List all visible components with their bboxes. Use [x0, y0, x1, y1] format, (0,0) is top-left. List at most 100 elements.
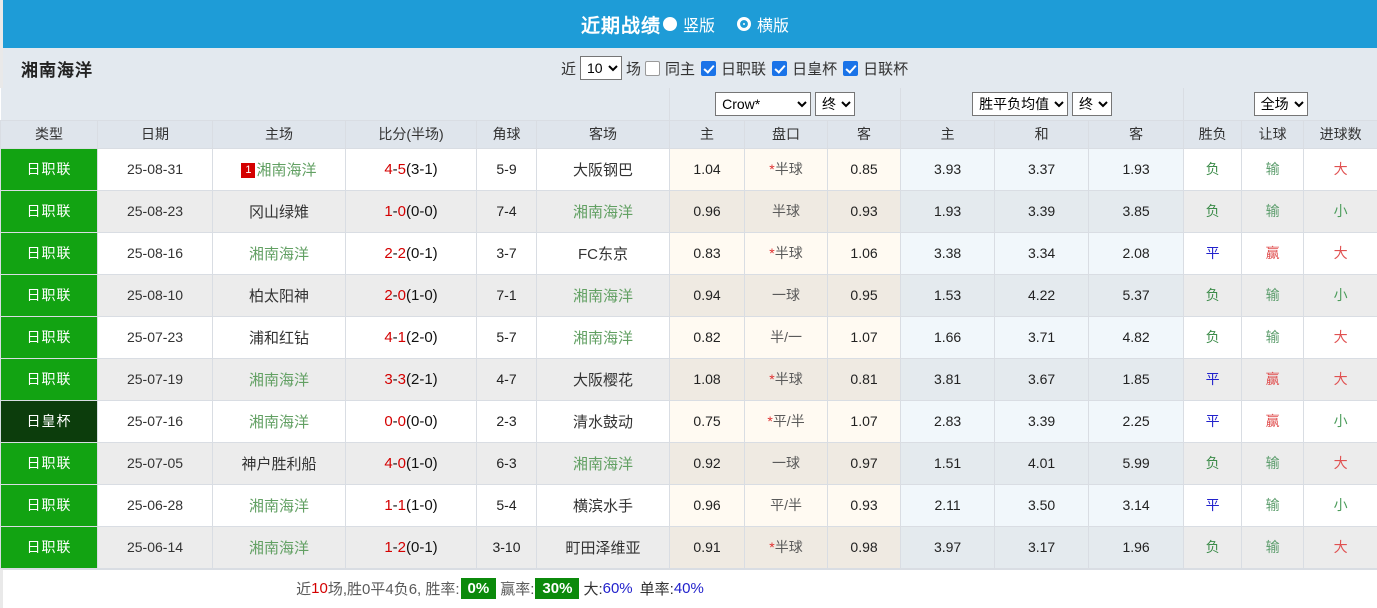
corner-score: 4-7 — [496, 371, 516, 387]
cell-date: 25-07-16 — [98, 400, 213, 442]
cell-asia-away: 0.81 — [828, 358, 901, 400]
recent-results-table: Crow*Bet365Interwetten 初终 胜平负均值Bet365威廉希… — [0, 88, 1377, 569]
cell-score[interactable]: 1-2(0-1) — [346, 526, 477, 568]
col-score[interactable]: 比分(半场) — [346, 120, 477, 148]
cell-type: 日职联 — [1, 148, 98, 190]
col-asia-home[interactable]: 主 — [670, 120, 745, 148]
cell-result-goals: 大 — [1304, 232, 1377, 274]
cell-away-team[interactable]: 町田泽维亚 — [537, 526, 670, 568]
cell-away-team[interactable]: 大阪樱花 — [537, 358, 670, 400]
euro-type-select[interactable]: 胜平负均值Bet365威廉希尔 — [972, 92, 1068, 116]
euro-home-odd: 3.81 — [934, 371, 961, 387]
match-count-select[interactable]: 610203050 — [580, 56, 622, 80]
cell-away-team[interactable]: 湘南海洋 — [537, 274, 670, 316]
home-team-name: 湘南海洋 — [249, 246, 309, 263]
cell-home-team[interactable]: 浦和红钻 — [213, 316, 346, 358]
col-home[interactable]: 主场 — [213, 120, 346, 148]
euro-home-odd: 1.93 — [934, 203, 961, 219]
handicap-value: 半球 — [772, 203, 800, 219]
col-handicapres[interactable]: 让球 — [1242, 120, 1304, 148]
col-away[interactable]: 客场 — [537, 120, 670, 148]
euro-home-odd: 1.53 — [934, 287, 961, 303]
cell-euro-home: 2.83 — [901, 400, 995, 442]
cell-date: 25-08-31 — [98, 148, 213, 190]
cell-away-team[interactable]: 清水鼓动 — [537, 400, 670, 442]
radio-vertical-label: 竖版 — [683, 12, 715, 36]
page-title: 近期战绩 — [581, 11, 661, 38]
col-euro-draw[interactable]: 和 — [995, 120, 1089, 148]
col-euro-home[interactable]: 主 — [901, 120, 995, 148]
bookmaker-select[interactable]: Crow*Bet365Interwetten — [715, 92, 811, 116]
cell-score[interactable]: 2-0(1-0) — [346, 274, 477, 316]
result-goals: 小 — [1334, 203, 1348, 219]
cell-score[interactable]: 1-0(0-0) — [346, 190, 477, 232]
match-score: 2-2(0-1) — [384, 245, 437, 262]
col-winlose[interactable]: 胜负 — [1184, 120, 1242, 148]
cell-result-handicap: 输 — [1242, 484, 1304, 526]
league-leaguecup-checkbox[interactable] — [843, 61, 858, 76]
same-home-checkbox[interactable] — [645, 61, 660, 76]
cell-score[interactable]: 4-0(1-0) — [346, 442, 477, 484]
col-asia-away[interactable]: 客 — [828, 120, 901, 148]
col-corner[interactable]: 角球 — [477, 120, 537, 148]
cell-euro-draw: 3.71 — [995, 316, 1089, 358]
cell-home-team[interactable]: 湘南海洋 — [213, 400, 346, 442]
cell-home-team[interactable]: 湘南海洋 — [213, 526, 346, 568]
cell-home-team[interactable]: 冈山绿雉 — [213, 190, 346, 232]
col-date[interactable]: 日期 — [98, 120, 213, 148]
cell-away-team[interactable]: 湘南海洋 — [537, 190, 670, 232]
cell-home-team[interactable]: 柏太阳神 — [213, 274, 346, 316]
euro-draw-odd: 3.71 — [1028, 329, 1055, 345]
col-handicap[interactable]: 盘口 — [745, 120, 828, 148]
cell-score[interactable]: 4-5(3-1) — [346, 148, 477, 190]
cell-type: 日职联 — [1, 190, 98, 232]
cell-result-winlose: 负 — [1184, 148, 1242, 190]
col-goals[interactable]: 进球数 — [1304, 120, 1377, 148]
match-score: 1-2(0-1) — [384, 539, 437, 556]
cell-score[interactable]: 0-0(0-0) — [346, 400, 477, 442]
cell-away-team[interactable]: 横滨水手 — [537, 484, 670, 526]
radio-horizontal[interactable]: 横版 — [737, 12, 799, 36]
league-j1-checkbox[interactable] — [701, 61, 716, 76]
scope-select[interactable]: 全场半场 — [1254, 92, 1308, 116]
cell-asia-away: 0.93 — [828, 190, 901, 232]
cell-home-team[interactable]: 湘南海洋 — [213, 484, 346, 526]
league-badge: 日职联 — [1, 233, 97, 274]
cell-score[interactable]: 1-1(1-0) — [346, 484, 477, 526]
euro-away-odd: 5.37 — [1122, 287, 1149, 303]
euro-phase-select[interactable]: 初终 — [1072, 92, 1112, 116]
cell-score[interactable]: 4-1(2-0) — [346, 316, 477, 358]
cell-away-team[interactable]: FC东京 — [537, 232, 670, 274]
radio-vertical[interactable]: 竖版 — [663, 12, 725, 36]
cell-score[interactable]: 2-2(0-1) — [346, 232, 477, 274]
cell-home-team[interactable]: 湘南海洋 — [213, 232, 346, 274]
match-date: 25-08-31 — [127, 161, 183, 177]
cell-home-team[interactable]: 神户胜利船 — [213, 442, 346, 484]
cell-score[interactable]: 3-3(2-1) — [346, 358, 477, 400]
league-badge: 日职联 — [1, 527, 97, 568]
euro-draw-odd: 3.34 — [1028, 245, 1055, 261]
home-team-name: 冈山绿雉 — [249, 204, 309, 221]
cell-away-team[interactable]: 湘南海洋 — [537, 442, 670, 484]
cell-away-team[interactable]: 湘南海洋 — [537, 316, 670, 358]
cell-home-team[interactable]: 湘南海洋 — [213, 358, 346, 400]
cell-away-team[interactable]: 大阪钢巴 — [537, 148, 670, 190]
euro-away-odd: 3.14 — [1122, 497, 1149, 513]
cell-euro-home: 1.53 — [901, 274, 995, 316]
home-team-name: 柏太阳神 — [249, 288, 309, 305]
col-type[interactable]: 类型 — [1, 120, 98, 148]
asia-phase-select[interactable]: 初终 — [815, 92, 855, 116]
col-euro-away[interactable]: 客 — [1089, 120, 1184, 148]
league-emperorcup-checkbox[interactable] — [772, 61, 787, 76]
